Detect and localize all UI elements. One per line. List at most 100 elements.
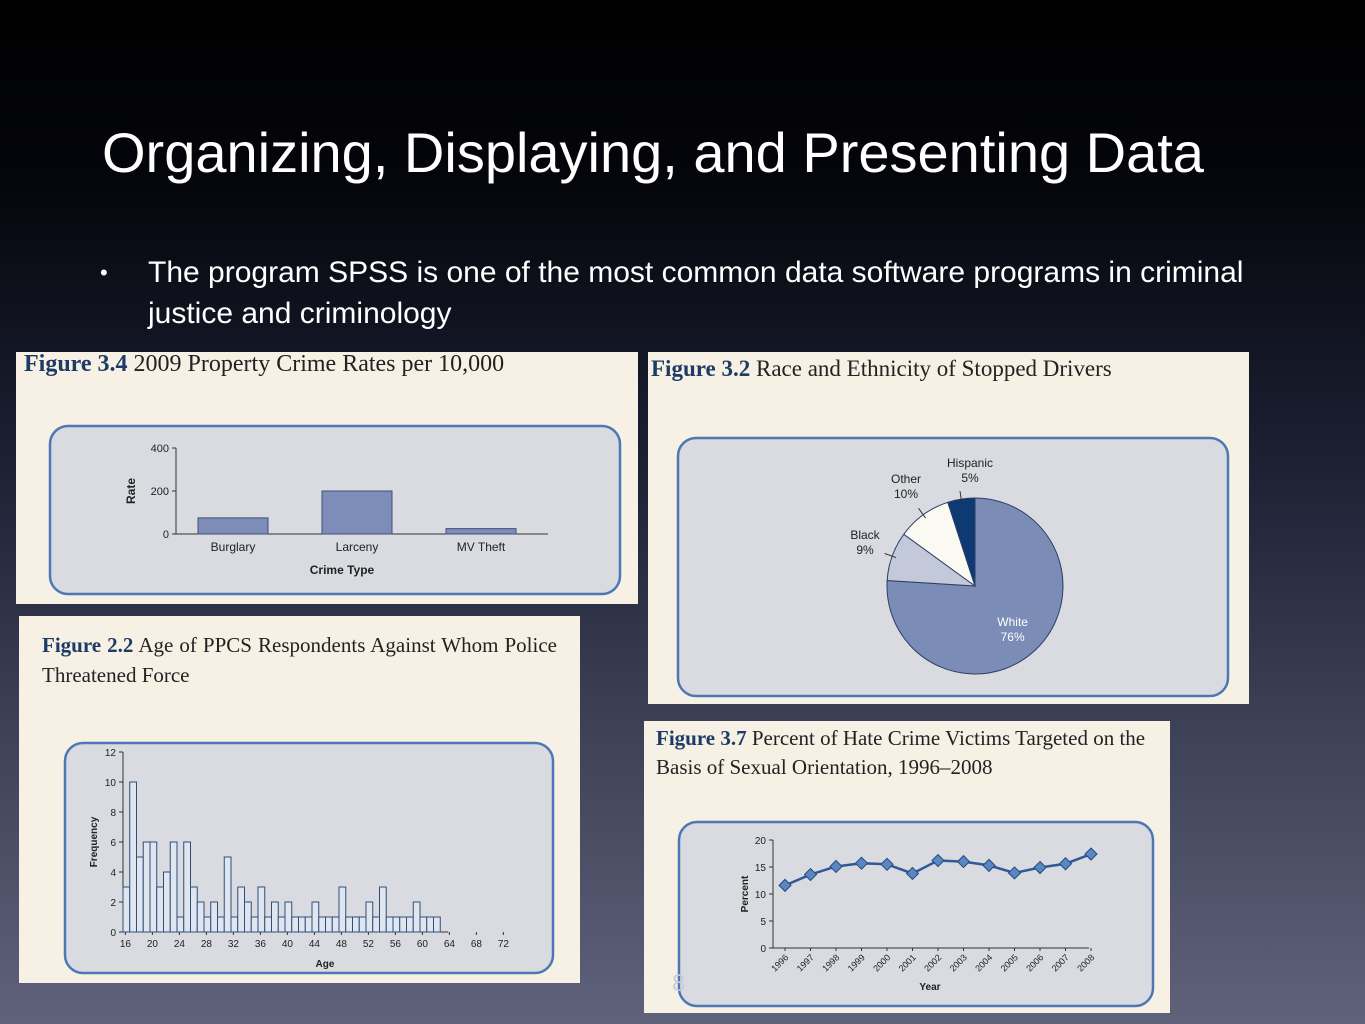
figure-2-2-x-tick-label: 40 [282, 939, 294, 950]
figure-3-7-title: Percent of Hate Crime Victims Targeted o… [656, 726, 1146, 779]
figure-2-2-bar [304, 916, 313, 933]
figure-3-7-data-point [982, 858, 996, 873]
figure-2-2-bar [325, 916, 333, 933]
figure-2-2-x-tick-label: 60 [417, 939, 429, 950]
figure-3-2-number: Figure 3.2 [651, 356, 751, 381]
figure-3-2-title: Race and Ethnicity of Stopped Drivers [755, 356, 1112, 381]
figure-2-2-bar [149, 841, 158, 933]
figure-2-2-y-tick-label: 2 [110, 898, 116, 909]
figure-2-2-bar [169, 841, 178, 933]
figure-2-2-x-tick-label: 28 [201, 939, 213, 950]
figure-3-7-y-tick-label: 15 [755, 863, 767, 874]
figure-2-2-bar [406, 916, 414, 933]
figure-2-2-bar [338, 886, 347, 933]
figure-3-7-y-axis-label: Percent [740, 875, 751, 912]
figure-2-2-bar [311, 901, 320, 933]
figure-2-2-bar [250, 916, 259, 933]
figure-3-2-leader-line [884, 553, 897, 559]
figure-2-2-x-tick-label: 32 [228, 939, 240, 950]
figure-3-4-x-tick-label: MV Theft [457, 540, 506, 554]
figure-2-2-bar [379, 886, 387, 933]
figure-2-2-bar [399, 916, 407, 933]
figure-3-4-panel: Figure 3.4 2009 Property Crime Rates per… [16, 352, 638, 604]
figure-3-4-y-tick-label: 400 [151, 443, 169, 455]
figure-2-2-bar [190, 886, 198, 933]
figure-2-2-bar [163, 871, 171, 933]
figure-3-7-caption: Figure 3.7 Percent of Hate Crime Victims… [656, 724, 1161, 782]
figure-3-2-panel: Figure 3.2 Race and Ethnicity of Stopped… [648, 352, 1249, 704]
page-number: 8 [672, 970, 686, 997]
figure-2-2-bar [237, 886, 245, 933]
figure-2-2-bar [244, 901, 252, 933]
figure-2-2-y-tick-label: 0 [110, 928, 116, 939]
figure-3-7-data-point [1007, 866, 1022, 880]
figure-2-2-bar [196, 901, 205, 933]
figure-2-2-bar [203, 916, 212, 933]
figure-3-7-y-tick-label: 0 [760, 944, 766, 955]
figure-2-2-y-tick-label: 4 [110, 868, 116, 879]
figure-3-2-leader-line [959, 491, 963, 504]
figure-3-7-y-tick-label: 10 [755, 890, 767, 901]
figure-3-4-y-axis-label: Rate [124, 478, 138, 504]
figure-2-2-bar [183, 841, 191, 933]
figure-2-2-x-tick-label: 52 [363, 939, 375, 950]
figure-2-2-x-tick-label: 64 [444, 939, 456, 950]
figure-3-2-caption: Figure 3.2 Race and Ethnicity of Stopped… [651, 355, 1112, 383]
figure-3-7-data-point [1033, 860, 1047, 875]
figure-2-2-bar [426, 916, 434, 933]
figure-3-2-label-value: 10% [894, 487, 918, 501]
figure-2-2-bar [264, 916, 272, 933]
figure-2-2-x-tick-label: 20 [147, 939, 159, 950]
figure-3-7-x-axis-label: Year [919, 982, 940, 993]
figure-2-2-y-axis-label: Frequency [89, 816, 100, 867]
figure-3-7-data-point [803, 867, 818, 882]
figure-2-2-panel: Figure 2.2 Age of PPCS Respondents Again… [19, 616, 580, 983]
bullet-text: The program SPSS is one of the most comm… [148, 256, 1244, 330]
figure-2-2-bar [142, 841, 151, 933]
figure-2-2-x-axis-label: Age [316, 959, 335, 970]
figure-3-7-data-point [956, 854, 971, 869]
figure-3-4-bar [445, 528, 517, 535]
figure-3-4-bar [321, 490, 393, 535]
figure-2-2-bar [217, 916, 225, 933]
figure-3-2-label-name: Black [850, 528, 880, 542]
figure-3-2-label-value: 5% [961, 471, 979, 485]
figure-3-2-label-value: 76% [1001, 630, 1025, 644]
figure-2-2-bar [271, 901, 279, 933]
figure-3-7-data-point [905, 866, 920, 881]
figure-2-2-bar [277, 916, 286, 933]
figure-3-4-y-tick-label: 200 [151, 486, 169, 498]
figure-2-2-bar [358, 916, 367, 933]
figure-3-7-y-tick-label: 20 [755, 836, 767, 847]
figure-2-2-y-tick-label: 12 [105, 748, 117, 759]
figure-2-2-number: Figure 2.2 [42, 633, 134, 657]
figure-2-2-caption: Figure 2.2 Age of PPCS Respondents Again… [42, 630, 557, 690]
figure-3-2-label-name: Other [891, 472, 921, 486]
figure-2-2-bar [210, 901, 218, 933]
figure-3-2-leader-line [918, 508, 927, 519]
figure-2-2-y-tick-label: 6 [110, 838, 116, 849]
figure-2-2-bar [412, 901, 421, 933]
figure-3-7-data-point [778, 878, 792, 893]
bullet-dot-icon: • [100, 260, 108, 285]
figure-2-2-x-tick-label: 16 [120, 939, 132, 950]
figure-2-2-bar [419, 916, 428, 933]
figure-3-4-chart: 0 200 400 Burglary Larceny MV Theft Crime Type… [48, 424, 622, 596]
figure-3-4-x-tick-label: Burglary [211, 540, 256, 554]
figure-2-2-bar [298, 916, 306, 933]
figure-2-2-bar [385, 916, 394, 933]
bullet-point: • The program SPSS is one of the most co… [100, 252, 1270, 334]
figure-3-4-number: Figure 3.4 [24, 352, 128, 377]
figure-3-7-data-point [1058, 857, 1073, 871]
figure-2-2-bar [136, 856, 144, 933]
figure-3-7-data-point [854, 856, 869, 870]
figure-2-2-bar [352, 916, 360, 933]
figure-2-2-x-tick-label: 48 [336, 939, 348, 950]
figure-3-7-data-point [829, 859, 843, 874]
slide-title: Organizing, Displaying, and Presenting D… [102, 121, 1204, 184]
figure-2-2-x-tick-label: 24 [174, 939, 186, 950]
figure-3-7-data-point [880, 857, 894, 872]
figure-2-2-x-tick-label: 36 [255, 939, 267, 950]
